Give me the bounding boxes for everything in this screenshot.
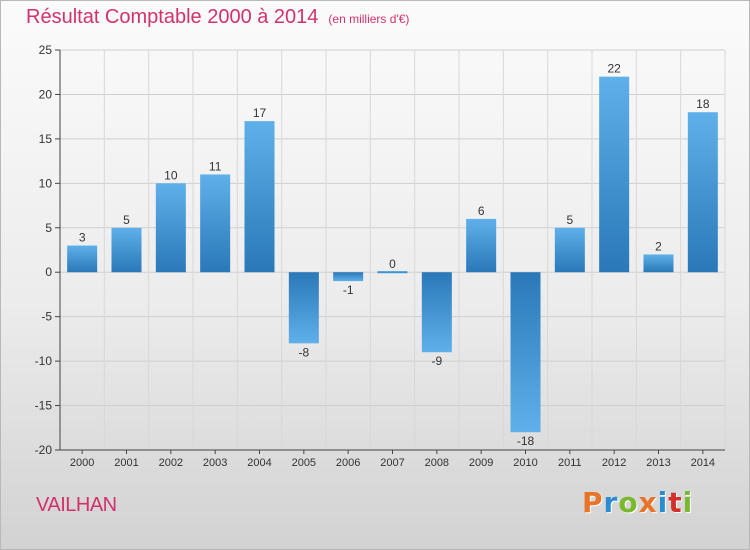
x-tick-label: 2002 <box>159 457 183 469</box>
logo-letter: r <box>603 486 619 519</box>
bar-2013 <box>643 254 674 273</box>
chart-subtitle: (en milliers d'€) <box>328 12 410 26</box>
bar-2010 <box>510 272 541 433</box>
x-tick-label: 2009 <box>469 457 493 469</box>
x-tick-label: 2012 <box>602 457 626 469</box>
bar-2002 <box>155 183 186 273</box>
data-label-2011: 5 <box>566 213 573 227</box>
x-tick-label: 2004 <box>247 457 271 469</box>
y-tick-label: 10 <box>39 176 53 190</box>
bar-2000 <box>67 245 98 273</box>
data-label-2014: 18 <box>696 97 710 111</box>
y-tick-label: 0 <box>45 265 52 279</box>
data-label-2008: -9 <box>431 354 442 368</box>
data-label-2002: 10 <box>164 168 178 182</box>
x-tick-label: 2011 <box>558 457 582 469</box>
chart-title: Résultat Comptable 2000 à 2014 (en millie… <box>26 6 409 29</box>
data-label-2006: -1 <box>343 283 354 297</box>
commune-name: VAILHAN <box>36 494 117 516</box>
bar-2005 <box>288 272 319 344</box>
bar-2007 <box>377 271 408 274</box>
x-tick-label: 2013 <box>646 457 670 469</box>
data-label-2007: 0 <box>389 257 396 271</box>
data-label-2010: -18 <box>517 434 535 448</box>
x-tick-label: 2014 <box>691 457 715 469</box>
x-tick-label: 2001 <box>114 457 138 469</box>
y-tick-label: -15 <box>35 399 53 413</box>
bar-2014 <box>687 112 718 273</box>
y-tick-label: -5 <box>41 310 52 324</box>
y-tick-label: 25 <box>39 43 53 57</box>
bar-2001 <box>111 227 142 273</box>
data-label-2009: 6 <box>478 204 485 218</box>
y-tick-label: 20 <box>39 87 53 101</box>
bar-2008 <box>421 272 452 353</box>
y-tick-label: 5 <box>45 221 52 235</box>
data-label-2001: 5 <box>123 213 130 227</box>
y-tick-label: -10 <box>35 354 53 368</box>
x-tick-label: 2010 <box>513 457 537 469</box>
logo-letter: o <box>618 486 639 519</box>
proxiti-logo: Proxiti <box>582 486 693 519</box>
data-label-2005: -8 <box>298 345 309 359</box>
chart-title-text: Résultat Comptable 2000 à 2014 <box>26 6 319 28</box>
data-label-2003: 11 <box>209 159 222 173</box>
logo-letter: i <box>657 486 669 519</box>
x-tick-label: 2005 <box>292 457 316 469</box>
data-label-2013: 2 <box>655 239 662 253</box>
logo-letter: t <box>668 486 683 519</box>
logo-letter: i <box>682 486 694 519</box>
x-tick-label: 2007 <box>380 457 404 469</box>
bar-2012 <box>599 76 630 273</box>
y-tick-label: 15 <box>39 132 53 146</box>
x-tick-label: 2006 <box>336 457 360 469</box>
data-label-2012: 22 <box>607 62 621 76</box>
data-label-2000: 3 <box>79 231 86 245</box>
bar-2009 <box>466 218 497 273</box>
y-tick-label: -20 <box>35 443 53 457</box>
bar-2011 <box>554 227 585 273</box>
bar-2004 <box>244 121 275 273</box>
logo-letter: P <box>582 486 604 519</box>
bar-2003 <box>200 174 231 273</box>
x-tick-label: 2003 <box>203 457 227 469</box>
x-tick-label: 2008 <box>425 457 449 469</box>
bar-2006 <box>333 272 364 282</box>
data-label-2004: 17 <box>253 106 267 120</box>
x-tick-label: 2000 <box>70 457 94 469</box>
logo-letter: x <box>638 486 658 519</box>
